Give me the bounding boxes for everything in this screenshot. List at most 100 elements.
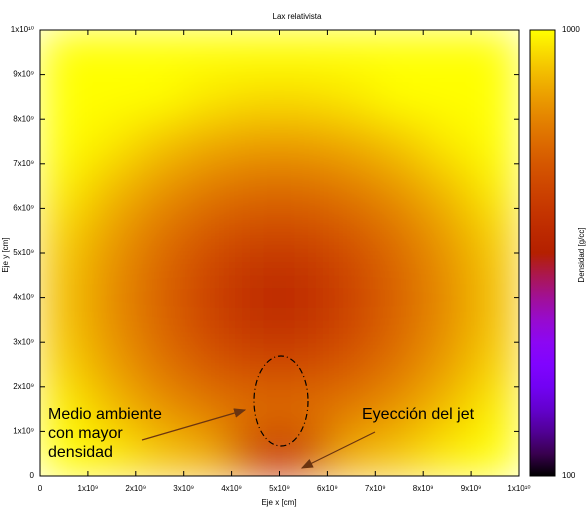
heatmap-cell bbox=[40, 297, 89, 343]
heatmap-cell bbox=[470, 207, 519, 254]
heatmap-cell bbox=[40, 341, 89, 388]
y-axis-label: Eje y [cm] bbox=[1, 237, 10, 272]
heatmap-cell bbox=[87, 30, 137, 76]
heatmap-cell bbox=[183, 118, 233, 165]
heatmap-cell bbox=[183, 430, 233, 476]
heatmap-cell bbox=[231, 163, 280, 209]
heatmap-cell bbox=[40, 386, 89, 432]
heatmap-cell bbox=[87, 163, 137, 209]
heatmap-cell bbox=[87, 118, 137, 165]
y-tick-label: 1x10⁹ bbox=[13, 427, 34, 436]
heatmap-cell bbox=[40, 74, 89, 120]
heatmap-cell bbox=[374, 386, 424, 432]
annotation: con mayor bbox=[48, 425, 123, 442]
heatmap-cell bbox=[422, 74, 472, 120]
heatmap-cell bbox=[470, 386, 519, 432]
heatmap-cell bbox=[135, 118, 185, 165]
heatmap-cell bbox=[87, 207, 137, 254]
heatmap-cell bbox=[279, 118, 328, 165]
heatmap-cell bbox=[40, 30, 89, 76]
heatmap-cell bbox=[135, 207, 185, 254]
y-tick-label: 6x10⁹ bbox=[13, 204, 34, 213]
heatmap-cell bbox=[135, 30, 185, 76]
x-tick-label: 6x10⁹ bbox=[317, 484, 338, 493]
heatmap-cell bbox=[422, 207, 472, 254]
heatmap-cell bbox=[183, 252, 233, 299]
colorbar-label: Densidad [g/cc] bbox=[577, 227, 586, 282]
heatmap-cell bbox=[183, 163, 233, 209]
heatmap-cell bbox=[231, 252, 280, 299]
heatmap-cell bbox=[326, 74, 376, 120]
x-tick-label: 7x10⁹ bbox=[365, 484, 386, 493]
heatmap-cell bbox=[279, 430, 328, 476]
heatmap-cell bbox=[87, 297, 137, 343]
y-tick-label: 7x10⁹ bbox=[13, 159, 34, 168]
colorbar-tick-label: 100 bbox=[562, 471, 576, 480]
heatmap-cell bbox=[374, 252, 424, 299]
heatmap-cell bbox=[374, 341, 424, 388]
heatmap-cell bbox=[422, 297, 472, 343]
y-tick-label: 5x10⁹ bbox=[13, 248, 34, 257]
heatmap-cell bbox=[326, 341, 376, 388]
heatmap-cell bbox=[135, 74, 185, 120]
heatmap-cell bbox=[87, 252, 137, 299]
heatmap-cell bbox=[231, 74, 280, 120]
heatmap-cell bbox=[470, 163, 519, 209]
x-tick-label: 9x10⁹ bbox=[461, 484, 482, 493]
heatmap-cell bbox=[374, 118, 424, 165]
heatmap-cell bbox=[135, 163, 185, 209]
heatmap-cell bbox=[135, 430, 185, 476]
x-tick-label: 3x10⁹ bbox=[173, 484, 194, 493]
heatmap bbox=[40, 30, 519, 476]
heatmap-cell bbox=[422, 252, 472, 299]
heatmap-cell bbox=[326, 118, 376, 165]
heatmap-cell bbox=[135, 252, 185, 299]
annotation: Eyección del jet bbox=[362, 406, 475, 423]
heatmap-cell bbox=[374, 30, 424, 76]
x-tick-label: 1x10¹⁰ bbox=[507, 484, 530, 493]
heatmap-cell bbox=[422, 30, 472, 76]
heatmap-cell bbox=[279, 386, 328, 432]
heatmap-cell bbox=[183, 386, 233, 432]
heatmap-cell bbox=[326, 163, 376, 209]
heatmap-cell bbox=[422, 430, 472, 476]
heatmap-cell bbox=[470, 341, 519, 388]
heatmap-cell bbox=[470, 118, 519, 165]
heatmap-cell bbox=[374, 163, 424, 209]
heatmap-cell bbox=[326, 252, 376, 299]
y-tick-label: 2x10⁹ bbox=[13, 382, 34, 391]
heatmap-cell bbox=[279, 207, 328, 254]
heatmap-cell bbox=[422, 341, 472, 388]
heatmap-cell bbox=[279, 252, 328, 299]
y-tick-label: 1x10¹⁰ bbox=[11, 25, 34, 34]
annotation-arrow bbox=[141, 408, 247, 441]
chart-title: Lax relativista bbox=[273, 12, 322, 21]
heatmap-cell bbox=[326, 30, 376, 76]
heatmap-cell bbox=[183, 207, 233, 254]
heatmap-cell bbox=[40, 163, 89, 209]
heatmap-cell bbox=[470, 30, 519, 76]
heatmap-cell bbox=[374, 430, 424, 476]
annotation-ellipse bbox=[253, 355, 309, 447]
heatmap-cell bbox=[183, 341, 233, 388]
heatmap-cell bbox=[422, 386, 472, 432]
heatmap-cell bbox=[135, 341, 185, 388]
heatmap-cell bbox=[87, 74, 137, 120]
x-tick-label: 5x10⁹ bbox=[269, 484, 290, 493]
annotation: Medio ambiente bbox=[48, 406, 162, 423]
x-tick-label: 4x10⁹ bbox=[221, 484, 242, 493]
heatmap-cell bbox=[422, 118, 472, 165]
heatmap-cell bbox=[87, 386, 137, 432]
heatmap-cell bbox=[135, 386, 185, 432]
heatmap-cell bbox=[231, 30, 280, 76]
heatmap-cell bbox=[87, 341, 137, 388]
x-axis-label: Eje x [cm] bbox=[261, 498, 296, 507]
heatmap-cell bbox=[231, 341, 280, 388]
heatmap-cell bbox=[87, 430, 137, 476]
heatmap-cell bbox=[231, 386, 280, 432]
heatmap-cell bbox=[279, 297, 328, 343]
colorbar bbox=[529, 29, 556, 477]
x-tick-label: 1x10⁹ bbox=[78, 484, 99, 493]
heatmap-cell bbox=[40, 207, 89, 254]
